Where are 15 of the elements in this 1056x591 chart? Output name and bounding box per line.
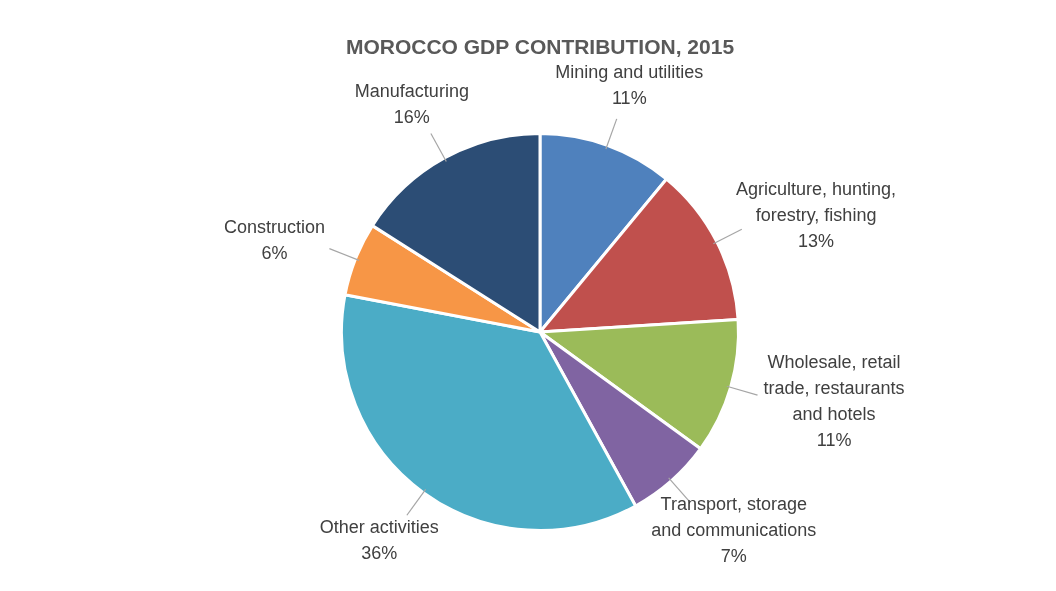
data-label: 13% — [798, 231, 835, 252]
data-label: 11% — [611, 88, 647, 109]
slice-label: Mining and utilities — [555, 62, 704, 83]
data-label: 16% — [393, 106, 430, 127]
slice-label: Other activities — [319, 516, 439, 537]
slice-label: Agriculture, hunting, forestry, fishing — [736, 179, 897, 226]
slice-label: Transport, storage and communications — [651, 494, 817, 541]
chart-title: MOROCCO GDP CONTRIBUTION, 2015 — [345, 34, 735, 58]
slice-label: Construction — [224, 216, 326, 237]
slice-label: Wholesale, retail trade, restaurants and hotels — [763, 352, 905, 425]
data-label: 6% — [261, 242, 288, 263]
data-label: 7% — [720, 546, 747, 567]
data-label: 36% — [361, 542, 398, 563]
data-label: 11% — [816, 430, 852, 451]
slice-label: Manufacturing — [354, 80, 469, 101]
